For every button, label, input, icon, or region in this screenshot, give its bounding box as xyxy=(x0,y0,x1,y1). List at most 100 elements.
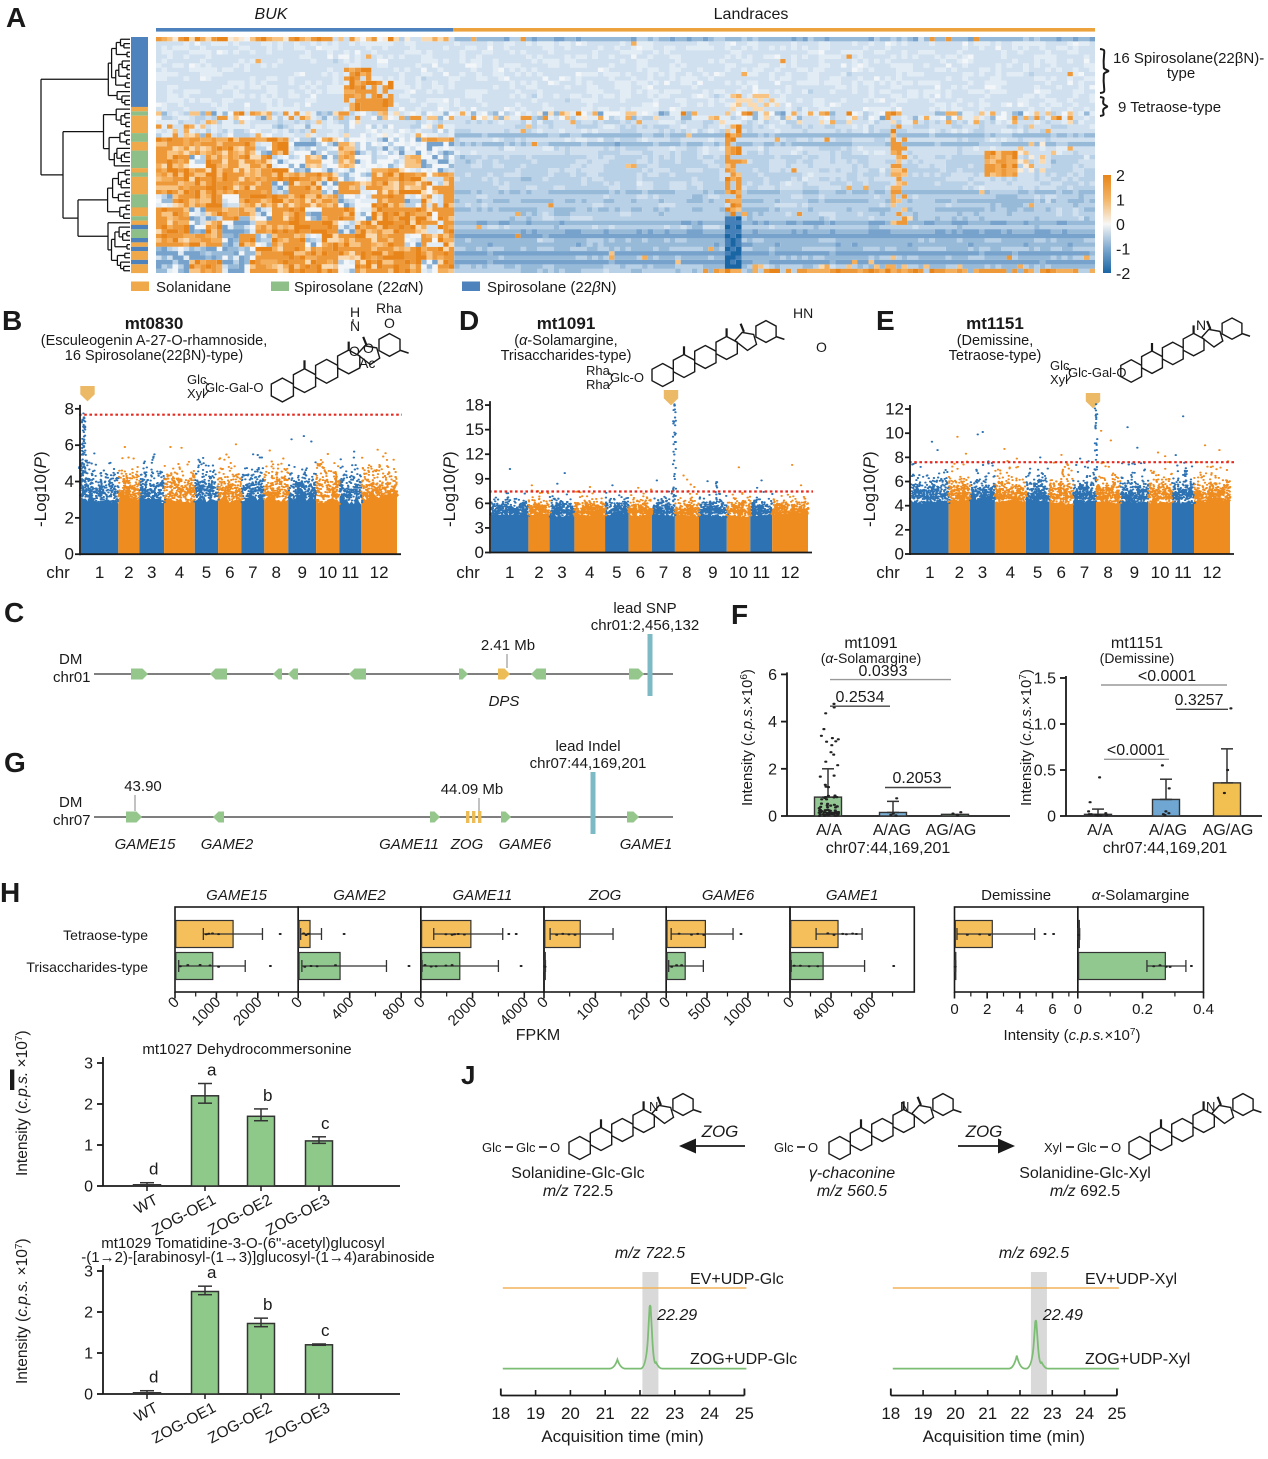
svg-text:0.4: 0.4 xyxy=(1193,1001,1214,1018)
svg-text:m/z 722.5: m/z 722.5 xyxy=(543,1183,613,1200)
svg-text:0: 0 xyxy=(65,545,74,564)
svg-text:HN: HN xyxy=(793,305,813,321)
svg-text:lead Indel: lead Indel xyxy=(555,738,620,755)
svg-text:0.0393: 0.0393 xyxy=(859,663,908,680)
svg-text:2: 2 xyxy=(84,1097,93,1114)
svg-text:-Log10(P): -Log10(P) xyxy=(860,451,879,527)
svg-text:O: O xyxy=(550,1140,560,1155)
svg-text:18: 18 xyxy=(491,1404,510,1423)
svg-text:0.5: 0.5 xyxy=(1034,763,1056,780)
svg-text:(Esculeogenin A-27-O-rhamnosid: (Esculeogenin A-27-O-rhamnoside, xyxy=(41,333,267,349)
svg-text:2: 2 xyxy=(84,1305,93,1322)
svg-text:43.90: 43.90 xyxy=(124,778,162,795)
svg-text:H: H xyxy=(0,877,20,908)
svg-text:12: 12 xyxy=(781,563,800,582)
svg-text:a: a xyxy=(207,1263,217,1282)
svg-text:ZOG-OE3: ZOG-OE3 xyxy=(263,1400,333,1448)
svg-text:O: O xyxy=(1111,1140,1121,1155)
svg-text:Rha: Rha xyxy=(586,363,611,378)
svg-text:9: 9 xyxy=(708,563,717,582)
svg-text:Xyl: Xyl xyxy=(187,386,205,401)
svg-text:N: N xyxy=(1196,317,1206,333)
svg-text:ZOG+UDP-Glc: ZOG+UDP-Glc xyxy=(690,1351,797,1368)
svg-text:2: 2 xyxy=(1116,168,1125,185)
svg-text:12: 12 xyxy=(885,400,904,419)
svg-text:6: 6 xyxy=(895,472,904,491)
svg-text:2: 2 xyxy=(534,563,543,582)
svg-text:(Demissine,: (Demissine, xyxy=(957,333,1034,349)
svg-text:chr: chr xyxy=(876,563,900,582)
svg-text:0: 0 xyxy=(1074,1001,1082,1018)
svg-text:2: 2 xyxy=(955,563,964,582)
svg-text:4: 4 xyxy=(585,563,594,582)
svg-text:4000: 4000 xyxy=(497,994,533,1030)
svg-text:1000: 1000 xyxy=(720,994,756,1030)
svg-text:0: 0 xyxy=(475,543,484,562)
svg-text:Glc-O: Glc-O xyxy=(610,370,644,385)
svg-text:c: c xyxy=(321,1114,330,1133)
svg-text:1000: 1000 xyxy=(189,994,225,1030)
svg-text:Glc: Glc xyxy=(187,372,207,387)
svg-text:8: 8 xyxy=(65,399,74,418)
svg-text:18: 18 xyxy=(881,1404,900,1423)
svg-text:800: 800 xyxy=(379,994,409,1024)
svg-text:200: 200 xyxy=(625,994,655,1024)
svg-text:EV+UDP-Glc: EV+UDP-Glc xyxy=(690,1271,784,1288)
svg-text:m/z 692.5: m/z 692.5 xyxy=(999,1245,1069,1262)
svg-text:0: 0 xyxy=(534,994,552,1012)
svg-text:5: 5 xyxy=(612,563,621,582)
svg-text:3: 3 xyxy=(84,1264,93,1281)
svg-text:0: 0 xyxy=(84,1387,93,1404)
svg-text:GAME1: GAME1 xyxy=(826,887,879,904)
svg-text:GAME2: GAME2 xyxy=(201,836,254,853)
svg-text:m/z 560.5: m/z 560.5 xyxy=(817,1183,887,1200)
svg-text:11: 11 xyxy=(752,563,770,582)
svg-text:ZOG: ZOG xyxy=(701,1122,739,1141)
svg-text:GAME15: GAME15 xyxy=(206,887,268,904)
svg-text:2: 2 xyxy=(65,508,74,527)
svg-text:<0.0001: <0.0001 xyxy=(1107,742,1165,759)
svg-text:DM: DM xyxy=(59,794,82,811)
svg-text:0: 0 xyxy=(84,1179,93,1196)
svg-text:0: 0 xyxy=(895,545,904,564)
svg-text:ZOG-OE3: ZOG-OE3 xyxy=(263,1192,333,1240)
svg-text:7: 7 xyxy=(1080,563,1089,582)
svg-text:Intensity (c.p.s.×107): Intensity (c.p.s.×107) xyxy=(1004,1027,1141,1044)
svg-text:2000: 2000 xyxy=(230,994,266,1030)
svg-text:2.41 Mb: 2.41 Mb xyxy=(481,637,535,654)
svg-text:9 Tetraose-type: 9 Tetraose-type xyxy=(1118,99,1221,116)
svg-text:Tetraose-type): Tetraose-type) xyxy=(949,348,1042,364)
svg-text:Glc: Glc xyxy=(774,1140,794,1155)
svg-text:16 Spirosolane(22βN)-type): 16 Spirosolane(22βN)-type) xyxy=(65,348,243,364)
svg-text:22.29: 22.29 xyxy=(656,1307,697,1324)
svg-text:mt0830: mt0830 xyxy=(125,314,184,333)
svg-text:8: 8 xyxy=(1103,563,1112,582)
svg-text:6: 6 xyxy=(475,494,484,513)
svg-text:4: 4 xyxy=(895,496,904,515)
svg-text:0: 0 xyxy=(950,1001,958,1018)
svg-text:b: b xyxy=(263,1086,272,1105)
svg-text:3: 3 xyxy=(475,518,484,537)
svg-text:GAME1: GAME1 xyxy=(620,836,673,853)
svg-text:mt1151: mt1151 xyxy=(966,314,1024,333)
svg-text:2: 2 xyxy=(983,1001,991,1018)
svg-text:B: B xyxy=(2,305,22,336)
svg-text:Trisaccharides-type: Trisaccharides-type xyxy=(26,959,148,975)
svg-text:22: 22 xyxy=(1011,1404,1030,1423)
svg-text:ZOG-OE2: ZOG-OE2 xyxy=(205,1400,275,1448)
svg-text:Glc: Glc xyxy=(516,1140,536,1155)
svg-text:N: N xyxy=(1206,1099,1215,1114)
svg-text:4: 4 xyxy=(1006,563,1015,582)
svg-text:chr: chr xyxy=(46,563,70,582)
svg-text:m/z 722.5: m/z 722.5 xyxy=(615,1245,685,1262)
svg-text:0.2053: 0.2053 xyxy=(893,770,942,787)
svg-text:6: 6 xyxy=(225,563,234,582)
svg-text:19: 19 xyxy=(526,1404,545,1423)
svg-text:9: 9 xyxy=(1130,563,1139,582)
svg-text:2: 2 xyxy=(124,563,133,582)
svg-text:Intensity (c.p.s. ×107): Intensity (c.p.s. ×107) xyxy=(14,1238,31,1384)
svg-text:1: 1 xyxy=(505,563,514,582)
svg-text:GAME11: GAME11 xyxy=(379,836,439,853)
svg-text:Acquisition time (min): Acquisition time (min) xyxy=(541,1427,704,1446)
svg-text:5: 5 xyxy=(1033,563,1042,582)
